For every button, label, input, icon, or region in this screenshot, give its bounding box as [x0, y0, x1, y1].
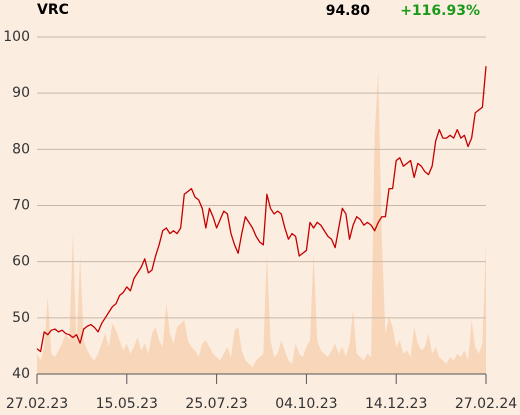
y-tick-label: 90	[12, 85, 30, 101]
y-tick-label: 40	[12, 366, 30, 382]
y-tick-label: 70	[12, 198, 30, 214]
price-line	[36, 66, 487, 353]
x-tick-label: 15.05.23	[96, 396, 158, 412]
volume-area	[37, 70, 486, 374]
x-tick-label: 04.10.23	[275, 396, 337, 412]
chart-title: VRC	[37, 2, 69, 18]
price: 94.80	[326, 3, 371, 19]
x-tick-label: 27.02.24	[455, 396, 517, 412]
change: +116.93%	[400, 3, 480, 19]
y-tick-label: 80	[12, 141, 30, 157]
x-tick-label: 25.07.23	[185, 396, 247, 412]
y-tick-label: 60	[12, 254, 30, 270]
y-tick-label: 100	[3, 29, 30, 45]
x-tick-label: 14.12.23	[365, 396, 427, 412]
y-tick-label: 50	[12, 310, 30, 326]
x-tick-label: 27.02.23	[6, 396, 68, 412]
